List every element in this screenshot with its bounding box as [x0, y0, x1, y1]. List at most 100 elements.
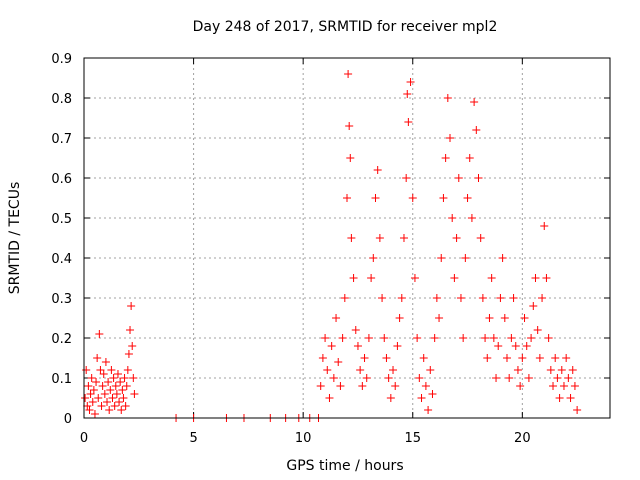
data-point	[413, 334, 422, 342]
data-point	[507, 334, 516, 342]
data-point	[321, 334, 330, 342]
data-point	[89, 386, 98, 394]
data-point	[494, 342, 503, 350]
y-tick-label: 0.3	[51, 292, 72, 307]
data-point	[516, 382, 525, 390]
data-point	[373, 166, 382, 174]
data-point	[105, 406, 114, 414]
data-point	[393, 342, 402, 350]
data-point	[120, 374, 129, 382]
data-point	[93, 354, 102, 362]
x-tick-label: 5	[189, 431, 197, 446]
data-point	[551, 354, 560, 362]
data-point	[485, 314, 494, 322]
data-point	[557, 366, 566, 374]
data-point	[446, 134, 455, 142]
chart-title: Day 248 of 2017, SRMTID for receiver mpl…	[193, 19, 498, 35]
data-point	[465, 154, 474, 162]
data-point	[428, 390, 437, 398]
data-point	[97, 402, 106, 410]
data-point	[371, 194, 380, 202]
data-point	[389, 366, 398, 374]
data-point	[110, 402, 119, 410]
data-point	[568, 366, 577, 374]
data-point	[119, 394, 128, 402]
data-point	[421, 382, 430, 390]
y-tick-label: 0.4	[51, 252, 72, 267]
data-point	[336, 382, 345, 390]
data-point	[103, 398, 112, 406]
data-point	[426, 366, 435, 374]
data-point	[130, 390, 139, 398]
data-points	[81, 70, 582, 422]
tick-labels: 0 0.1 0.2 0.3 0.4 0.5 0.6 0.7 0.8 0.9 0 5 10 15 20	[51, 52, 530, 446]
data-point	[566, 394, 575, 402]
data-point	[106, 386, 115, 394]
data-point	[358, 382, 367, 390]
data-point	[430, 334, 439, 342]
data-point	[87, 374, 96, 382]
data-point	[332, 314, 341, 322]
data-point	[344, 70, 353, 78]
y-tick-label: 0.8	[51, 92, 72, 107]
y-axis-label: SRMTID / TECUs	[7, 182, 23, 295]
data-point	[126, 326, 135, 334]
data-point	[496, 294, 505, 302]
y-tick-label: 0	[64, 412, 72, 427]
data-point	[573, 406, 582, 414]
data-point	[549, 382, 558, 390]
data-point	[109, 374, 118, 382]
data-point	[463, 194, 472, 202]
data-point	[476, 234, 485, 242]
data-point	[452, 234, 461, 242]
data-point	[505, 374, 514, 382]
data-point	[564, 374, 573, 382]
data-point	[84, 382, 93, 390]
data-point	[85, 406, 94, 414]
data-point	[509, 294, 518, 302]
data-point	[108, 394, 117, 402]
data-point	[129, 374, 138, 382]
data-point	[459, 334, 468, 342]
data-point	[123, 366, 132, 374]
data-point	[535, 354, 544, 362]
data-point	[437, 254, 446, 262]
data-point	[478, 294, 487, 302]
data-point	[107, 366, 116, 374]
data-point	[99, 370, 108, 378]
data-point	[406, 78, 415, 86]
data-point	[511, 342, 520, 350]
data-point	[467, 214, 476, 222]
data-point	[92, 378, 101, 386]
data-point	[544, 334, 553, 342]
data-point	[367, 274, 376, 282]
data-point	[95, 330, 104, 338]
y-tick-label: 0.9	[51, 52, 72, 67]
data-point	[360, 354, 369, 362]
x-tick-label: 0	[80, 431, 88, 446]
data-point	[502, 354, 511, 362]
data-point	[559, 382, 568, 390]
data-point	[382, 354, 391, 362]
data-point	[492, 374, 501, 382]
data-point	[349, 274, 358, 282]
data-point	[90, 410, 99, 418]
data-point	[410, 274, 419, 282]
data-point	[338, 334, 347, 342]
data-point	[115, 398, 124, 406]
data-point	[101, 358, 110, 366]
data-point	[88, 398, 97, 406]
data-point	[520, 314, 529, 322]
data-point	[325, 394, 334, 402]
data-point	[553, 374, 562, 382]
data-point	[518, 354, 527, 362]
x-tick-label: 20	[514, 431, 531, 446]
data-point	[472, 126, 481, 134]
data-point	[562, 354, 571, 362]
data-point	[323, 366, 332, 374]
y-tick-label: 0.7	[51, 132, 72, 147]
data-point	[403, 90, 412, 98]
data-point	[443, 94, 452, 102]
data-point	[454, 174, 463, 182]
